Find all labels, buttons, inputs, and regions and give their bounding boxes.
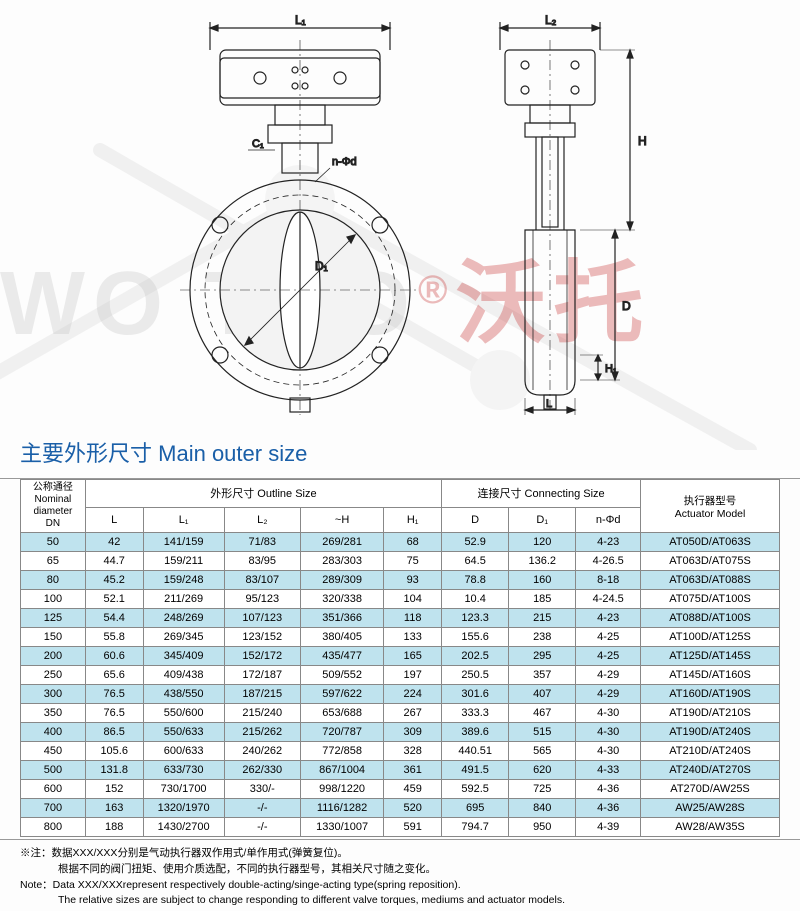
th-L₂: L₂ bbox=[224, 507, 300, 532]
label-l2: L₂ bbox=[545, 13, 557, 27]
footnotes: ※注：数据XXX/XXX分别是气动执行器双作用式/单作用式(弹簧复位)。 根据不… bbox=[0, 839, 800, 909]
label-d1: D₁ bbox=[315, 259, 328, 273]
table-row: 7001631320/1970-/-1116/12825206958404-36… bbox=[21, 799, 780, 818]
th-outline: 外形尺寸 Outline Size bbox=[85, 480, 441, 508]
table-row: 600152730/1700330/-998/1220459592.57254-… bbox=[21, 780, 780, 799]
label-l1: L₁ bbox=[295, 13, 306, 27]
table-row: 6544.7159/21183/95283/3037564.5136.24-26… bbox=[21, 552, 780, 571]
th-L: L bbox=[85, 507, 143, 532]
th-n-Φd: n-Φd bbox=[576, 507, 641, 532]
th-D₁: D₁ bbox=[509, 507, 576, 532]
label-c1: C₁ bbox=[252, 138, 264, 150]
table-row: 450105.6600/633240/262772/858328440.5156… bbox=[21, 742, 780, 761]
table-row: 500131.8633/730262/330867/1004361491.562… bbox=[21, 761, 780, 780]
table-row: 25065.6409/438172/187509/552197250.53574… bbox=[21, 666, 780, 685]
table-row: 8045.2159/24883/107289/3099378.81608-18A… bbox=[21, 571, 780, 590]
th-actuator: 执行器型号 Actuator Model bbox=[641, 480, 780, 533]
table-row: 35076.5550/600215/240653/688267333.34674… bbox=[21, 704, 780, 723]
label-h: H bbox=[638, 134, 647, 148]
label-h1: H₁ bbox=[605, 363, 617, 375]
label-nphid: n-Φd bbox=[332, 156, 357, 168]
table-row: 15055.8269/345123/152380/405133155.62384… bbox=[21, 628, 780, 647]
table-row: 8001881430/2700-/-1330/1007591794.79504-… bbox=[21, 818, 780, 837]
valve-front-view-drawing: L₁ C₁ n-Φd bbox=[150, 10, 430, 420]
th-D: D bbox=[442, 507, 509, 532]
table-row: 20060.6345/409152/172435/477165202.52954… bbox=[21, 647, 780, 666]
valve-side-view-drawing: L₂ H D bbox=[470, 10, 690, 420]
table-row: 10052.1211/26995/123320/33810410.41854-2… bbox=[21, 590, 780, 609]
th-~H: ~H bbox=[300, 507, 383, 532]
th-L₁: L₁ bbox=[143, 507, 224, 532]
label-d: D bbox=[622, 299, 631, 313]
label-l: L bbox=[546, 398, 552, 410]
th-connect: 连接尺寸 Connecting Size bbox=[442, 480, 641, 508]
table-row: 12554.4248/269107/123351/366118123.32154… bbox=[21, 609, 780, 628]
dimensions-table: 公称通径 Nominal diameter DN 外形尺寸 Outline Si… bbox=[20, 479, 780, 837]
table-row: 30076.5438/550187/215597/622224301.64074… bbox=[21, 685, 780, 704]
table-row: 40086.5550/633215/262720/787309389.65154… bbox=[21, 723, 780, 742]
table-row: 5042141/15971/83269/2816852.91204-23AT05… bbox=[21, 533, 780, 552]
technical-drawing-area: L₁ C₁ n-Φd bbox=[0, 0, 800, 430]
th-H₁: H₁ bbox=[384, 507, 442, 532]
th-dn: 公称通径 Nominal diameter DN bbox=[21, 480, 86, 533]
